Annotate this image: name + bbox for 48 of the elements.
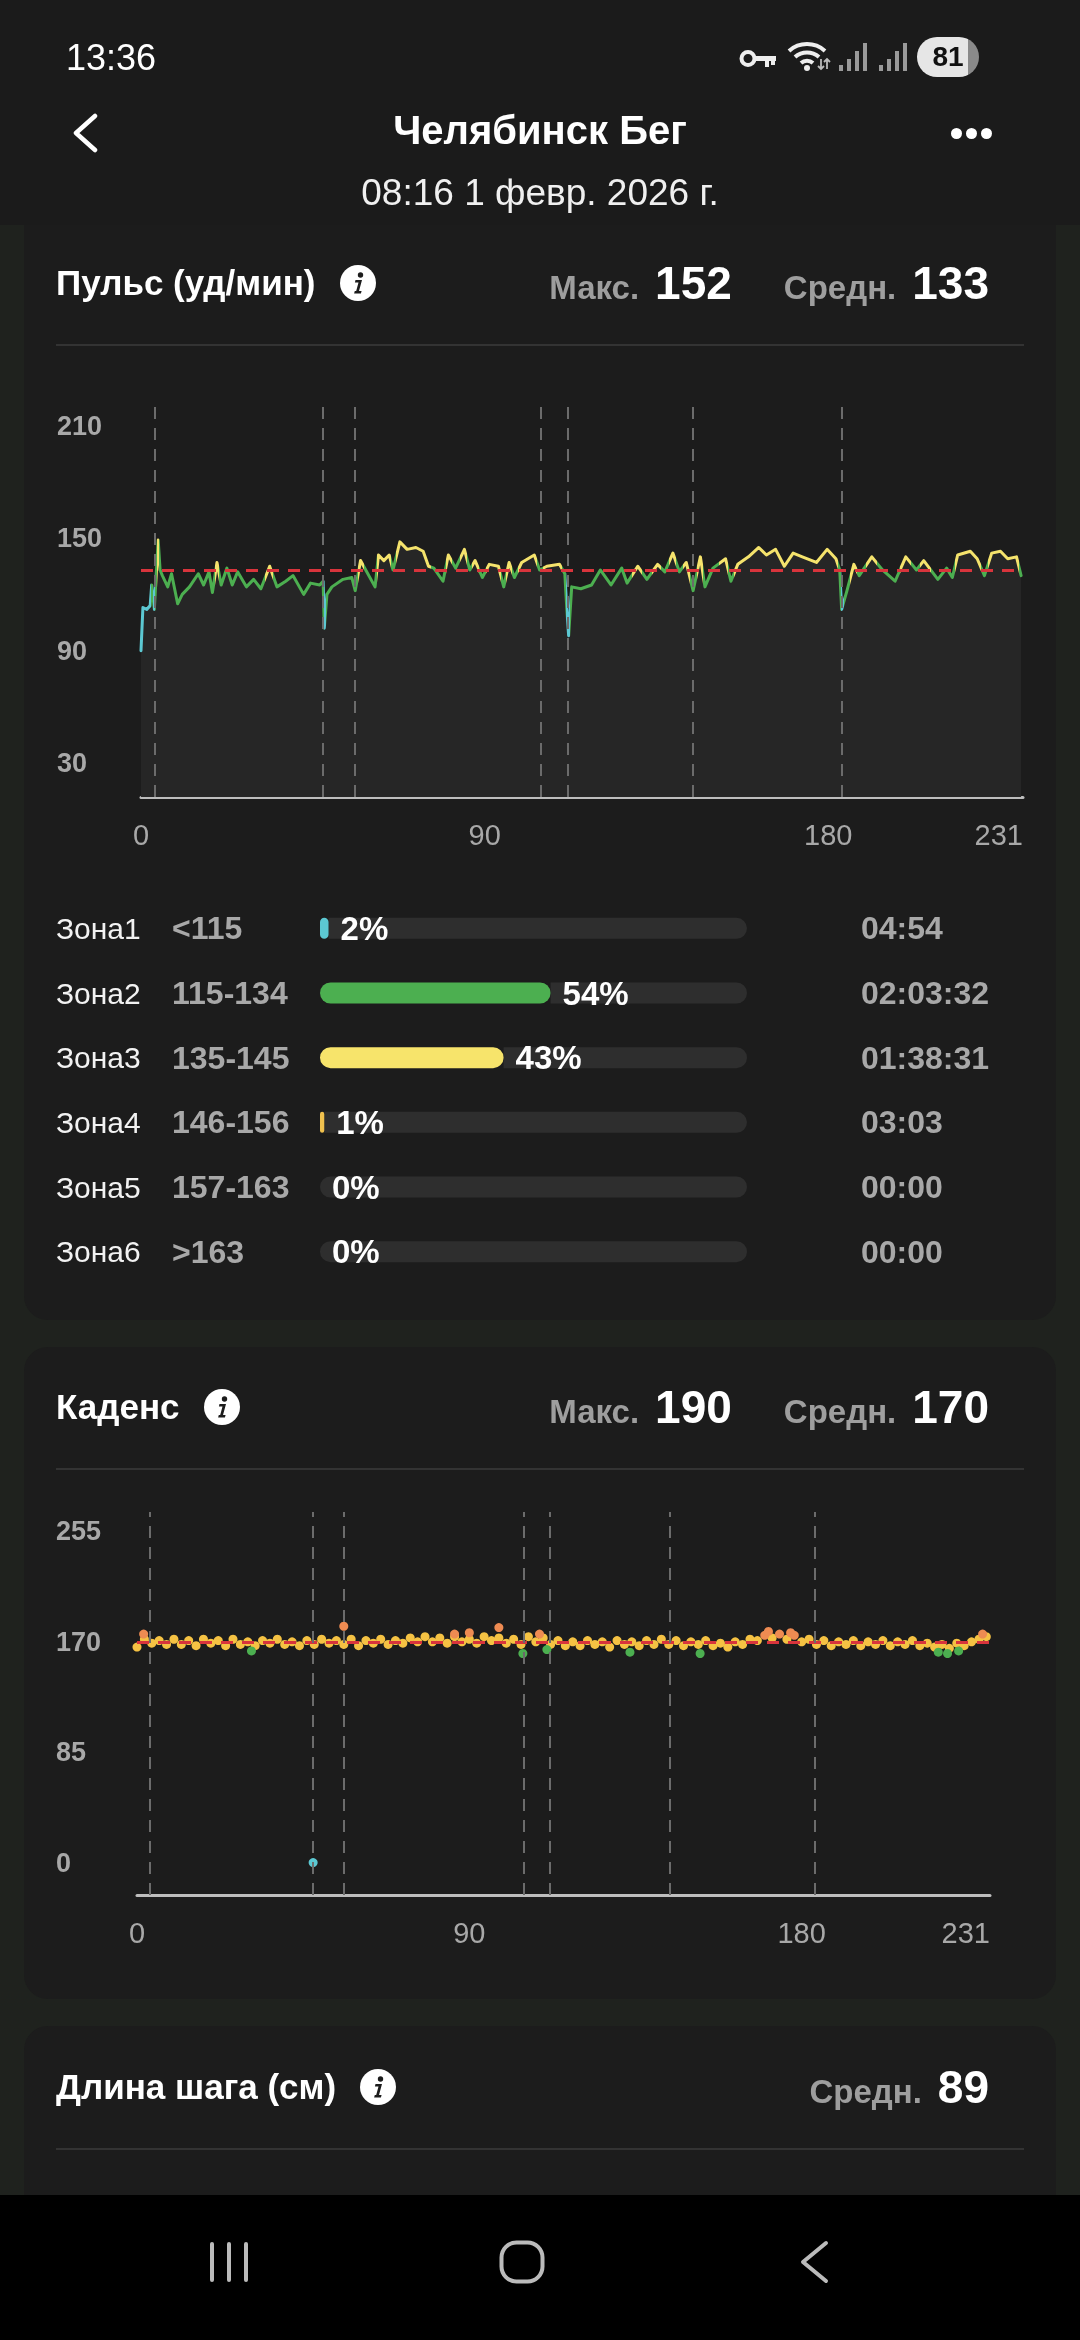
data-label: 43% (515, 1039, 582, 1077)
text: Средн. 170 (783, 1380, 989, 1434)
y-tick-label: Зона4 146-156 (56, 1104, 290, 1141)
bar (328, 917, 747, 939)
y-tick-label: 170 (56, 1626, 102, 1657)
y-tick-label: 210 (57, 410, 103, 441)
y-tick-label: Зона1 <115 (56, 910, 243, 947)
x-tick-label: 231 (974, 818, 1023, 851)
data-label: 2% (340, 909, 389, 947)
y-tick-label: 0 (56, 1847, 72, 1878)
y2-tick-label: 00:00 (861, 1169, 943, 1205)
x-tick-label: 180 (777, 1916, 826, 1949)
chart-title: Пульс (уд/мин) (56, 263, 316, 303)
annotation: 0% (332, 1168, 380, 1206)
bar (320, 1047, 504, 1069)
y-tick-label: Зона2 115-134 (56, 975, 288, 1011)
chart-title: Каденс (56, 1387, 180, 1427)
y-tick-label: 30 (57, 748, 88, 779)
battery-icon: 81 (917, 37, 979, 77)
annotation: 0% (332, 1233, 380, 1271)
y-tick-label: Зона3 135-145 (56, 1039, 290, 1076)
y2-tick-label: 03:03 (861, 1104, 943, 1141)
text: Макс. 152 (549, 256, 732, 310)
text: 13:36 (66, 36, 157, 80)
data-label: 54% (562, 974, 629, 1012)
y-tick-label: 85 (56, 1737, 87, 1768)
data-label: 1% (336, 1103, 384, 1141)
text: Макс. 190 (549, 1380, 732, 1434)
bar (324, 1111, 747, 1133)
y2-tick-label: 00:00 (861, 1233, 943, 1270)
y2-tick-label: 01:38:31 (861, 1039, 990, 1076)
y-tick-label: 150 (57, 523, 103, 554)
y2-tick-label: 04:54 (861, 910, 944, 947)
y-tick-label: 255 (56, 1516, 102, 1547)
text: Средн. 89 (809, 2060, 989, 2114)
y2-tick-label: 02:03:32 (861, 975, 990, 1011)
x-tick-label: 231 (941, 1916, 990, 1949)
y-tick-label: Зона6 >163 (56, 1233, 245, 1270)
y-tick-label: 90 (57, 635, 88, 666)
bar (320, 982, 551, 1004)
text: Длина шага (см) (56, 2067, 337, 2107)
y-tick-label: Зона5 157-163 (56, 1169, 290, 1205)
text: 08:16 1 февр. 2026 г. (360, 171, 720, 215)
x-tick-label: 90 (468, 818, 501, 851)
x-tick-label: 90 (453, 1916, 486, 1949)
x-tick-label: 180 (804, 818, 853, 851)
text: Средн. 133 (783, 256, 989, 310)
text: Челябинск Бег (392, 107, 688, 154)
